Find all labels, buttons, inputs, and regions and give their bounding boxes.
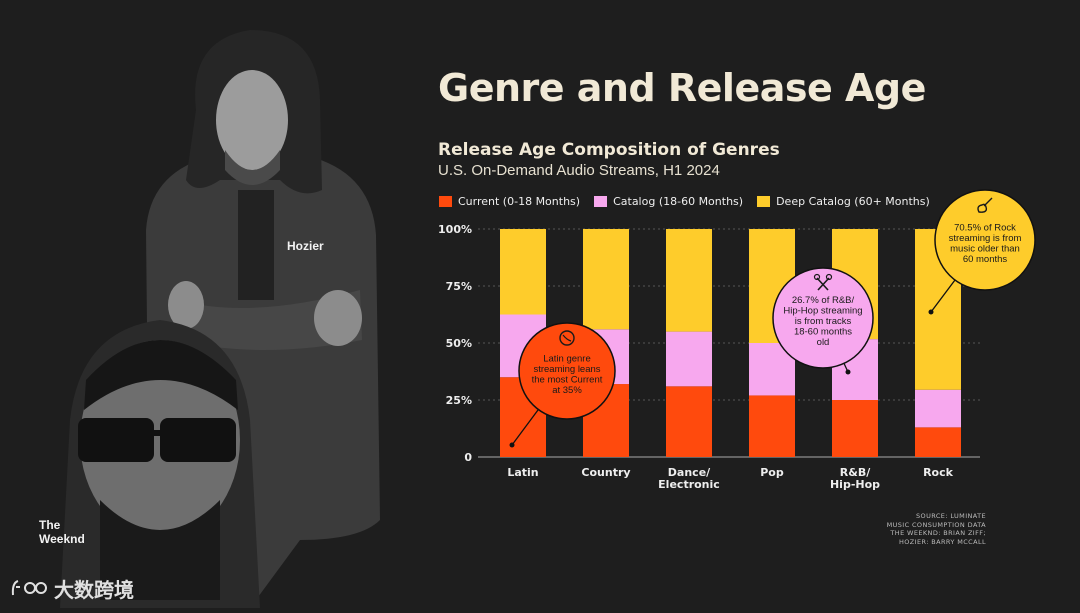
annotation-dot [509,442,515,448]
x-tick-label: Latin [507,466,538,479]
y-tick-label: 0 [464,451,472,464]
y-tick-label: 25% [446,394,472,407]
annotation-connector [511,409,539,446]
y-tick-label: 50% [446,337,472,350]
weeknd-label-line1: The [39,518,61,532]
y-tick-label: 75% [446,280,472,293]
artist-photos-illustration [60,30,380,608]
source-line-4: HOZIER: BARRY MCCALL [899,537,986,546]
annotation-text: old [817,337,830,348]
source-line-3: THE WEEKND: BRIAN ZIFF; [890,529,986,537]
legend-swatch-current [439,195,452,207]
x-tick-label: Electronic [658,478,720,491]
annotation-dot [928,309,934,315]
source-line-2: MUSIC CONSUMPTION DATA [886,520,986,529]
annotation-text: 60 months [963,254,1008,265]
x-tick-label: Dance/ [668,466,711,479]
legend-item-current: Current (0-18 Months) [439,195,580,208]
annotation-bubble [772,267,874,369]
weeknd-photo [60,320,260,608]
watermark-logo-icon [11,580,47,596]
bar-segment [915,389,961,428]
annotation-bubble [934,189,1036,291]
x-tick-label: Hip-Hop [830,478,880,491]
annotation-text: the most Current [532,374,603,385]
annotation-text: streaming leans [533,364,600,375]
legend-label-current: Current (0-18 Months) [458,194,581,208]
bar-segment [583,229,629,330]
weeknd-label: The Weeknd [39,518,85,546]
y-tick-label: 100% [438,223,472,236]
x-tick-label: Rock [923,466,954,479]
annotation-text: at 35% [552,385,582,396]
chart-legend: Current (0-18 Months) Catalog (18-60 Mon… [439,193,944,209]
globe-icon [559,330,575,346]
bar-segment [666,229,712,332]
source-line-1: SOURCE: LUMINATE [916,512,986,520]
annotation-text: streaming is from [949,233,1022,244]
guitar-icon [977,197,993,213]
chart-title: Release Age Composition of Genres [438,140,780,160]
bar-segment [666,386,712,457]
annotation-text: is from tracks [795,316,852,327]
legend-item-deep-catalog: Deep Catalog (60+ Months) [757,195,930,208]
weeknd-label-line2: Weeknd [39,532,85,546]
annotation-text: 18-60 months [794,327,852,338]
chart-subtitle: U.S. On-Demand Audio Streams, H1 2024 [438,162,720,179]
microphone-head-icon [813,273,821,281]
x-tick-label: Country [581,466,630,479]
watermark: 大数跨境 [10,574,134,602]
x-tick-label: Pop [760,466,784,479]
annotation-text: Hip-Hop streaming [783,306,862,317]
legend-swatch-catalog [594,195,608,207]
legend-label-deep-catalog: Deep Catalog (60+ Months) [776,194,930,208]
microphones-icon [816,277,830,291]
annotation-text: 26.7% of R&B/ [792,295,855,306]
annotation-dot [845,369,851,375]
bar-segment [832,400,878,457]
x-tick-label: R&B/ [840,466,871,479]
annotation-text: 70.5% of Rock [954,222,1016,233]
source-credits: SOURCE: LUMINATE MUSIC CONSUMPTION DATA … [887,512,986,546]
bar-segment [500,229,546,315]
bar-segment [666,331,712,387]
hozier-label: Hozier [287,239,324,253]
annotation-text: Latin genre [543,353,591,364]
annotation-bubble [518,322,616,420]
legend-label-catalog: Catalog (18-60 Months) [613,194,744,208]
annotation-connector [930,279,956,313]
legend-swatch-deep-catalog [757,195,771,207]
bar-segment [915,427,961,457]
annotation-text: music older than [950,243,1020,254]
watermark-text: 大数跨境 [54,577,134,602]
legend-item-catalog: Catalog (18-60 Months) [594,195,743,208]
artist-photo-collage: Hozier The Weeknd [0,0,420,608]
microphone-head-icon [825,273,833,281]
globe-icon-detail [562,334,572,342]
page-title: Genre and Release Age [438,66,926,110]
bar-segment [749,395,795,457]
